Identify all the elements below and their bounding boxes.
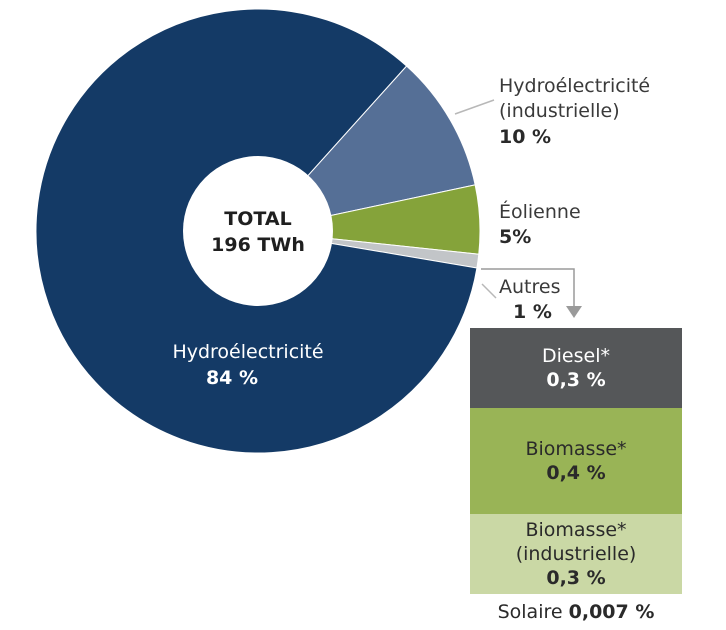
slice-label-hydro-industrielle-line1: Hydroélectricité: [499, 75, 650, 97]
footnote-solaire-label: Solaire: [497, 601, 563, 623]
slice-percent-autres: 1 %: [513, 301, 552, 323]
breakdown-biomasse: Biomasse* 0,4 %: [470, 408, 682, 514]
footnote-solaire-percent: 0,007 %: [568, 601, 655, 623]
center-label-line2: 196 TWh: [211, 234, 305, 256]
slice-label-hydro: Hydroélectricité: [172, 341, 323, 363]
slice-label-eolienne: Éolienne: [499, 200, 581, 223]
autres-arrow-icon: [566, 306, 582, 318]
pie-center-hole: [183, 156, 333, 306]
slice-percent-eolienne: 5%: [499, 226, 531, 248]
breakdown-biomasse-industrielle-label1: Biomasse*: [525, 519, 627, 541]
breakdown-biomasse-industrielle-percent: 0,3 %: [546, 567, 606, 589]
breakdown-biomasse-label: Biomasse*: [525, 438, 627, 460]
autres-bracket-line: [481, 268, 575, 310]
breakdown-biomasse-industrielle: Biomasse* (industrielle) 0,3 %: [470, 514, 682, 594]
center-label-line1: TOTAL: [224, 208, 291, 230]
breakdown-diesel: Diesel* 0,3 %: [470, 328, 682, 408]
slice-label-autres: Autres: [499, 276, 560, 298]
breakdown-biomasse-percent: 0,4 %: [546, 462, 606, 484]
breakdown-diesel-percent: 0,3 %: [546, 369, 606, 391]
breakdown-biomasse-industrielle-label2: (industrielle): [515, 543, 637, 565]
breakdown-diesel-label: Diesel*: [542, 345, 610, 367]
slice-label-hydro-industrielle-line2: (industrielle): [499, 100, 620, 122]
slice-percent-hydro: 84 %: [206, 367, 258, 389]
leader-line-autres: [481, 283, 497, 299]
footnote-solaire: Solaire 0,007 %: [460, 601, 692, 623]
leader-line-hydro-industrielle: [454, 99, 495, 115]
slice-percent-hydro-industrielle: 10 %: [499, 126, 551, 148]
